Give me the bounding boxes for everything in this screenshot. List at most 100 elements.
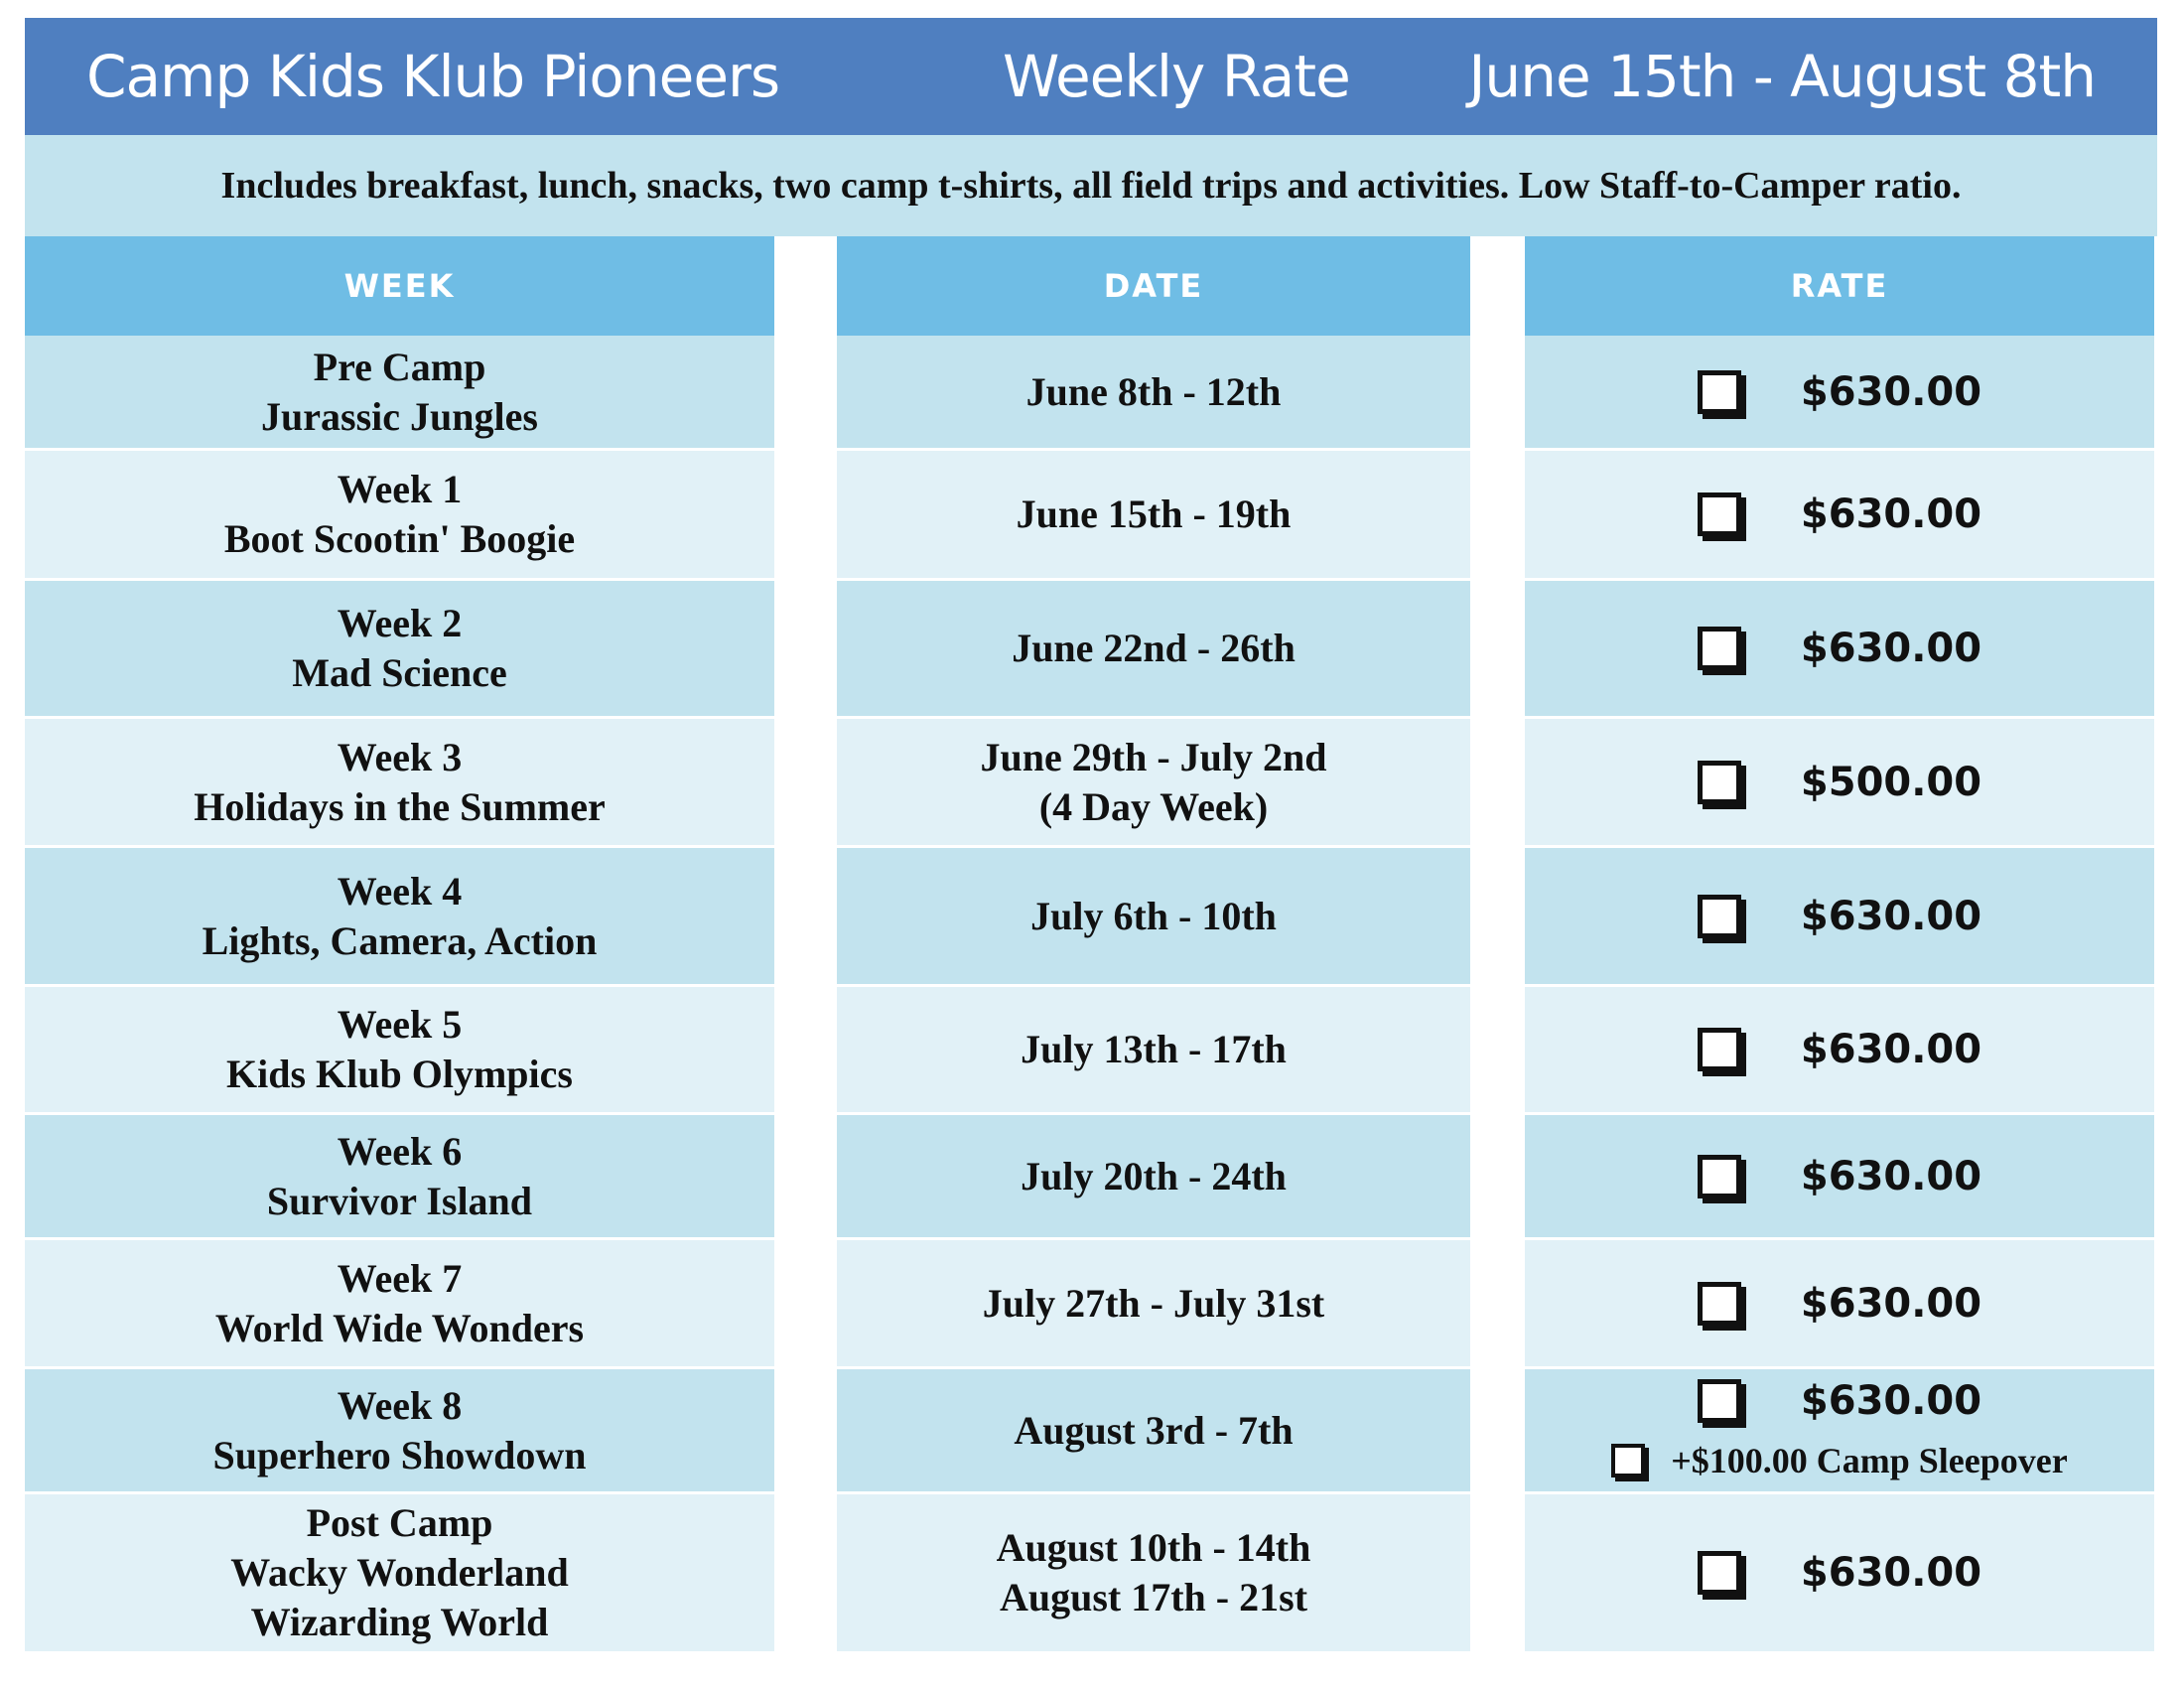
date-line: (4 Day Week) (1038, 783, 1269, 829)
rate-cell: $630.00 +$100.00 Camp Sleepover (1525, 1369, 2154, 1491)
week-line: Survivor Island (266, 1178, 533, 1223)
rate-line: $630.00 (1697, 1376, 1982, 1426)
rate-line: $630.00 (1697, 1279, 1982, 1329)
rate: $630.00 (1800, 492, 1982, 537)
week-line: Wizarding World (250, 1600, 549, 1644)
week-line: Holidays in the Summer (194, 783, 606, 829)
header-bar: Camp Kids Klub Pioneers Weekly Rate June… (25, 18, 2157, 135)
week-cell: Week 6 Survivor Island (25, 1115, 774, 1237)
date-cell: August 3rd - 7th (837, 1369, 1470, 1491)
date-line: August 17th - 21st (999, 1575, 1308, 1619)
date-cell: June 15th - 19th (837, 451, 1470, 578)
rate: $630.00 (1800, 1027, 1982, 1072)
week-cell: Week 5 Kids Klub Olympics (25, 987, 774, 1112)
checkbox (1697, 1281, 1741, 1326)
week-line: Week 2 (337, 601, 463, 645)
rate: $630.00 (1800, 1280, 1982, 1327)
rate-line: $630.00 (1697, 490, 1982, 539)
week-line: Jurassic Jungles (261, 393, 538, 439)
rate-cell: $630.00 (1525, 581, 2154, 716)
checkbox (1697, 1154, 1741, 1198)
week-cell: Week 4 Lights, Camera, Action (25, 848, 774, 984)
checkbox (1697, 369, 1741, 414)
rate-line: $630.00 (1697, 367, 1981, 417)
header-title: Camp Kids Klub Pioneers (86, 43, 780, 110)
date-cell: June 29th - July 2nd (4 Day Week) (837, 719, 1470, 845)
week-line: Week 8 (337, 1382, 463, 1428)
rate: $630.00 (1800, 1153, 1982, 1199)
rate-cell: $630.00 (1525, 1115, 2154, 1237)
column-header: DATE (837, 236, 1470, 336)
week-line: Boot Scootin' Boogie (223, 516, 576, 561)
week-line: Wacky Wonderland (230, 1550, 569, 1595)
header-center: Weekly Rate (1003, 43, 1351, 110)
rate-line: $500.00 (1697, 758, 1982, 807)
rate-cell: $630.00 (1525, 336, 2154, 448)
week-cell: Week 8 Superhero Showdown (25, 1369, 774, 1491)
week-line: Week 5 (337, 1002, 463, 1047)
rate-cell: $630.00 (1525, 451, 2154, 578)
date-line: July 13th - 17th (1021, 1027, 1287, 1071)
rate-line: $630.00 (1697, 892, 1982, 941)
week-line: Week 6 (337, 1128, 463, 1174)
extra-text: +$100.00 Camp Sleepover (1671, 1440, 2068, 1480)
rate-cell: $500.00 (1525, 719, 2154, 845)
date-cell: August 10th - 14th August 17th - 21st (837, 1494, 1470, 1651)
week-line: Post Camp (306, 1500, 493, 1545)
rate: $630.00 (1800, 893, 1982, 939)
week-line: Week 4 (337, 868, 463, 914)
date-cell: July 27th - July 31st (837, 1240, 1470, 1366)
date-line: July 6th - 10th (1030, 893, 1277, 938)
date-cell: June 22nd - 26th (837, 581, 1470, 716)
rate: $500.00 (1800, 759, 1982, 805)
rate: $630.00 (1800, 1377, 1982, 1424)
rate-line: $630.00 (1697, 1152, 1982, 1201)
rate-line: $630.00 (1697, 1548, 1981, 1598)
date-line: July 20th - 24th (1021, 1153, 1287, 1198)
week-cell: Week 2 Mad Science (25, 581, 774, 716)
week-line: Superhero Showdown (212, 1432, 587, 1477)
week-line: Lights, Camera, Action (202, 917, 598, 963)
date-line: August 10th - 14th (996, 1525, 1311, 1570)
week-cell: Pre Camp Jurassic Jungles (25, 336, 774, 448)
rate-line: $630.00 (1697, 624, 1981, 673)
extra-option: +$100.00 Camp Sleepover (1611, 1436, 2068, 1485)
checkbox (1697, 760, 1741, 804)
week-line: World Wide Wonders (214, 1305, 585, 1350)
checkbox (1697, 1028, 1741, 1071)
checkbox (1697, 1378, 1741, 1423)
week-cell: Week 7 World Wide Wonders (25, 1240, 774, 1366)
week-line: Week 7 (337, 1255, 463, 1301)
checkbox (1697, 492, 1741, 536)
rate-cell: $630.00 (1525, 848, 2154, 984)
week-line: Mad Science (292, 650, 507, 695)
week-line: Week 3 (337, 734, 463, 779)
week-cell: Post Camp Wacky Wonderland Wizarding World (25, 1494, 774, 1651)
subheader: Includes breakfast, lunch, snacks, two c… (25, 135, 2157, 236)
column-header: RATE (1525, 236, 2154, 336)
date-cell: July 20th - 24th (837, 1115, 1470, 1237)
date-line: June 8th - 12th (1025, 368, 1282, 414)
checkbox (1611, 1443, 1646, 1477)
week-cell: Week 1 Boot Scootin' Boogie (25, 451, 774, 578)
rate-line: $630.00 (1697, 1025, 1982, 1074)
checkbox (1697, 894, 1741, 938)
rate-cell: $630.00 (1525, 1240, 2154, 1366)
week-line: Week 1 (337, 467, 463, 511)
header-dates: June 15th - August 8th (1468, 43, 2097, 110)
date-cell: June 8th - 12th (837, 336, 1470, 448)
rate-cell: $630.00 (1525, 987, 2154, 1112)
week-cell: Week 3 Holidays in the Summer (25, 719, 774, 845)
date-line: June 29th - July 2nd (980, 734, 1327, 779)
rate-cell: $630.00 (1525, 1494, 2154, 1651)
week-line: Pre Camp (313, 344, 486, 389)
column-header: WEEK (25, 236, 774, 336)
checkbox (1697, 627, 1741, 670)
date-line: July 27th - July 31st (982, 1280, 1325, 1326)
date-line: August 3rd - 7th (1014, 1407, 1294, 1453)
week-line: Kids Klub Olympics (226, 1052, 573, 1096)
checkbox (1697, 1551, 1741, 1595)
date-cell: July 13th - 17th (837, 987, 1470, 1112)
date-cell: July 6th - 10th (837, 848, 1470, 984)
